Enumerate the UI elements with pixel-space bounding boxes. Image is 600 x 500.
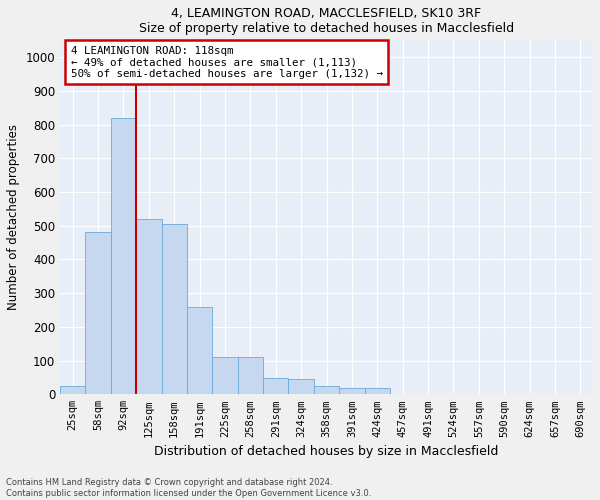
Text: 4 LEAMINGTON ROAD: 118sqm
← 49% of detached houses are smaller (1,113)
50% of se: 4 LEAMINGTON ROAD: 118sqm ← 49% of detac… (71, 46, 383, 79)
Bar (263, 378, 289, 394)
Bar (339, 388, 365, 394)
Bar (289, 379, 314, 394)
Bar (161, 224, 187, 394)
Bar (212, 358, 238, 395)
Bar (187, 306, 212, 394)
Bar (136, 219, 161, 394)
Text: Contains HM Land Registry data © Crown copyright and database right 2024.
Contai: Contains HM Land Registry data © Crown c… (6, 478, 371, 498)
Bar (238, 358, 263, 395)
Title: 4, LEAMINGTON ROAD, MACCLESFIELD, SK10 3RF
Size of property relative to detached: 4, LEAMINGTON ROAD, MACCLESFIELD, SK10 3… (139, 7, 514, 35)
Y-axis label: Number of detached properties: Number of detached properties (7, 124, 20, 310)
Bar (85, 232, 111, 394)
Bar (111, 118, 136, 394)
Bar (314, 386, 339, 394)
X-axis label: Distribution of detached houses by size in Macclesfield: Distribution of detached houses by size … (154, 445, 499, 458)
Bar (60, 386, 85, 394)
Bar (365, 388, 390, 394)
